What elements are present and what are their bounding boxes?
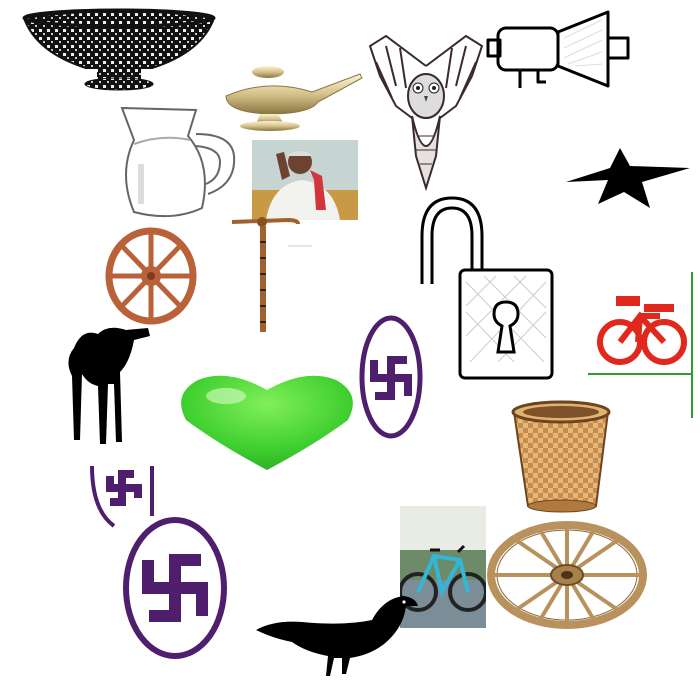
woven-basket-icon [508,398,614,516]
bird-silhouette-icon [254,592,420,678]
bicycle-red-icon [588,272,694,418]
wooden-wheel-icon [486,520,648,630]
bicycle-photo [400,506,486,628]
heart-icon [178,374,356,472]
swastika-partial-icon [86,466,158,528]
cart-wheel-icon [104,226,198,326]
glass-jug-icon [112,104,236,226]
loudspeaker-icon [486,8,632,90]
padlock-open-icon [414,192,556,382]
swastika-oval-large-icon [122,516,228,660]
camel-icon [64,324,152,448]
basket-bowl-icon [22,4,216,92]
farmer-photo [252,140,358,220]
swastika-oval-icon [358,314,424,440]
star-icon [564,138,692,210]
walking-stick-icon [228,212,312,336]
oil-lamp-icon [220,62,366,132]
owl-icon [366,26,486,191]
